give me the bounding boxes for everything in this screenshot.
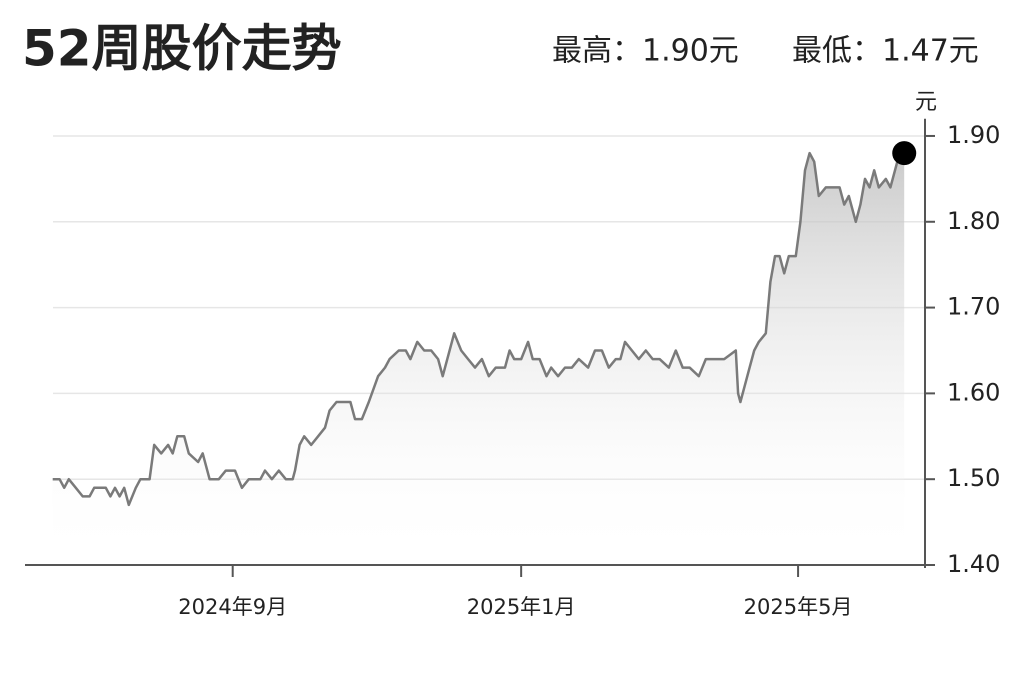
line	[52, 151, 905, 507]
y-tick-label: 1.60	[947, 378, 1000, 406]
chart-title: 52周股价走势	[22, 20, 342, 78]
area	[52, 153, 905, 565]
last-point	[892, 141, 917, 166]
y-axis-label: 元	[915, 90, 937, 115]
y-tick-label: 1.90	[947, 121, 1000, 149]
annotation: 最高：1.90元	[552, 34, 739, 69]
x-tick-label: 2025年1月	[467, 595, 576, 619]
x-tick-label: 2025年5月	[744, 595, 853, 619]
x-tick-label: 2024年9月	[178, 595, 287, 619]
y-tick-label: 1.50	[947, 464, 1000, 492]
annotation: 最低：1.47元	[792, 34, 979, 69]
y-tick-label: 1.40	[947, 550, 1000, 578]
y-tick-label: 1.70	[947, 293, 1000, 321]
y-tick-label: 1.80	[947, 207, 1000, 235]
